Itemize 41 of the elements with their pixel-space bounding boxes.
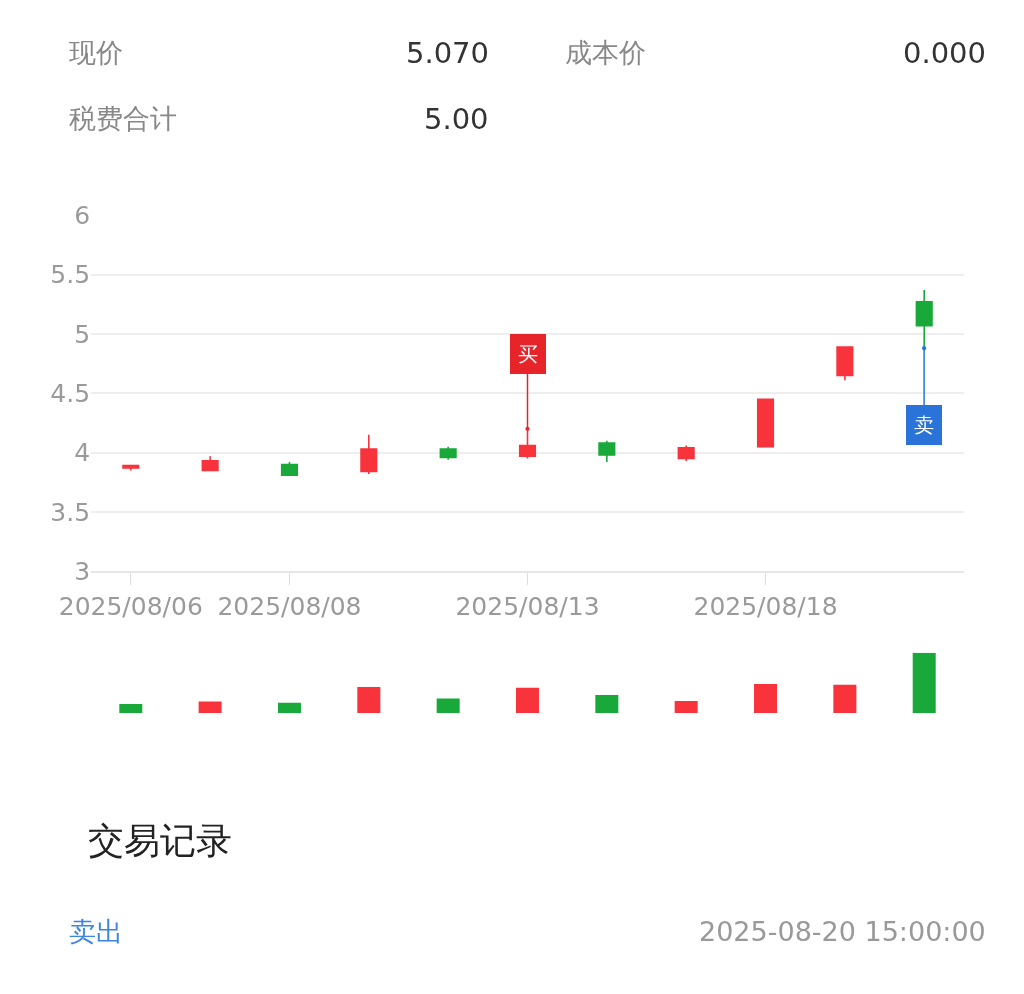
y-tick-label: 6 bbox=[74, 201, 91, 230]
candlestick bbox=[677, 444, 695, 462]
candlestick bbox=[439, 445, 457, 461]
text: 交易记录 bbox=[88, 820, 232, 861]
y-tick-label: 5.5 bbox=[50, 260, 91, 290]
y-tick-label: 3 bbox=[74, 557, 91, 586]
y-tick-label: 3.5 bbox=[50, 497, 91, 527]
x-tick-label: 2025/08/13 bbox=[455, 592, 600, 621]
x-tick-label: 2025/08/08 bbox=[217, 592, 362, 621]
text: 0.000 bbox=[903, 36, 987, 70]
annotation: 买 bbox=[518, 342, 538, 366]
y-tick-label: 4 bbox=[74, 438, 91, 468]
bar bbox=[119, 703, 143, 713]
text: 成本价 bbox=[565, 37, 646, 68]
bar bbox=[357, 687, 381, 713]
text: 卖出 bbox=[69, 916, 123, 947]
bar bbox=[277, 702, 301, 713]
candlestick bbox=[280, 461, 299, 476]
bar bbox=[674, 700, 698, 713]
text: 5.00 bbox=[424, 102, 489, 136]
x-tick-label: 2025/08/18 bbox=[693, 592, 838, 621]
bar bbox=[595, 694, 619, 713]
y-tick-label: 4.5 bbox=[50, 379, 91, 408]
bar bbox=[912, 652, 936, 713]
candlestick bbox=[598, 439, 616, 463]
candlestick bbox=[756, 398, 775, 448]
candlestick bbox=[201, 455, 219, 472]
y-tick-label: 5 bbox=[74, 319, 91, 349]
candlestick bbox=[836, 346, 854, 381]
bar bbox=[833, 684, 857, 713]
text: 税费合计 bbox=[69, 103, 177, 134]
bar bbox=[754, 684, 778, 713]
bar bbox=[515, 687, 539, 713]
text: 2025-08-20 15:00:00 bbox=[699, 916, 986, 947]
text: 5.070 bbox=[406, 36, 490, 70]
annotation: 卖 bbox=[914, 413, 934, 437]
text: 现价 bbox=[69, 37, 123, 68]
x-tick-label: 2025/08/06 bbox=[58, 592, 203, 621]
bar bbox=[436, 698, 460, 713]
candlestick bbox=[360, 433, 378, 475]
bar bbox=[198, 701, 222, 713]
